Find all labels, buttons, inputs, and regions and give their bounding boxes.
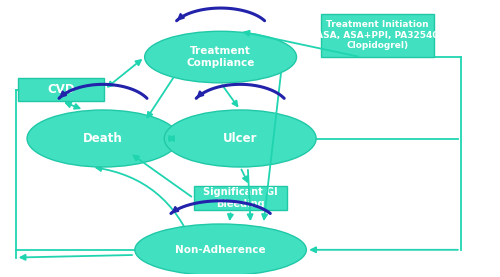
Text: Significant GI
Bleeding: Significant GI Bleeding [203, 188, 278, 209]
Text: Death: Death [83, 132, 123, 145]
Ellipse shape [135, 224, 306, 276]
Text: Treatment
Compliance: Treatment Compliance [186, 46, 255, 68]
Text: Treatment Initiation
(ASA, ASA+PPI, PA32540,
Clopidogrel): Treatment Initiation (ASA, ASA+PPI, PA32… [312, 20, 442, 50]
Ellipse shape [164, 110, 316, 167]
FancyBboxPatch shape [321, 14, 434, 57]
Ellipse shape [27, 110, 179, 167]
Text: CVD: CVD [48, 83, 75, 96]
FancyBboxPatch shape [194, 186, 287, 211]
Text: Non-Adherence: Non-Adherence [176, 245, 266, 255]
Ellipse shape [144, 31, 296, 83]
Text: Ulcer: Ulcer [223, 132, 258, 145]
FancyBboxPatch shape [18, 78, 104, 101]
